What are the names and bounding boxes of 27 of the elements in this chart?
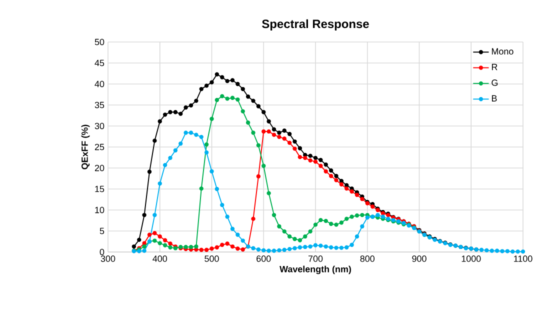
y-tick-label: 5 [100,228,104,234]
x-tick-label: 1100 [514,256,532,262]
y-tick-label: 50 [94,38,104,46]
x-axis-title: Wavelength (nm) [280,266,352,274]
x-tick-label: 400 [152,256,168,262]
x-tick-label: 700 [308,256,323,262]
x-tick-label: 300 [100,256,116,262]
legend-label: G [492,80,498,86]
y-tick-label: 20 [94,164,104,172]
x-tick-label: 500 [204,256,219,262]
y-tick-label: 35 [94,102,104,108]
x-tick-label: 1000 [462,256,481,262]
x-tick-label: 800 [360,256,375,262]
y-tick-label: 45 [94,60,104,66]
y-tick-label: 30 [94,122,104,130]
legend-label: Mono [492,48,514,55]
y-tick-label: 40 [94,80,104,88]
x-tick-label: 900 [412,256,426,262]
y-tick-label: 25 [94,144,104,150]
legend-label: B [492,95,497,102]
y-tick-label: 0 [100,248,104,256]
chart-title: Spectral Response [262,19,369,31]
y-tick-label: 10 [95,206,104,214]
x-tick-label: 600 [256,256,271,262]
y-axis-title: QExFF (%) [81,124,90,170]
legend-label: R [492,64,498,70]
y-tick-label: 15 [95,186,104,192]
